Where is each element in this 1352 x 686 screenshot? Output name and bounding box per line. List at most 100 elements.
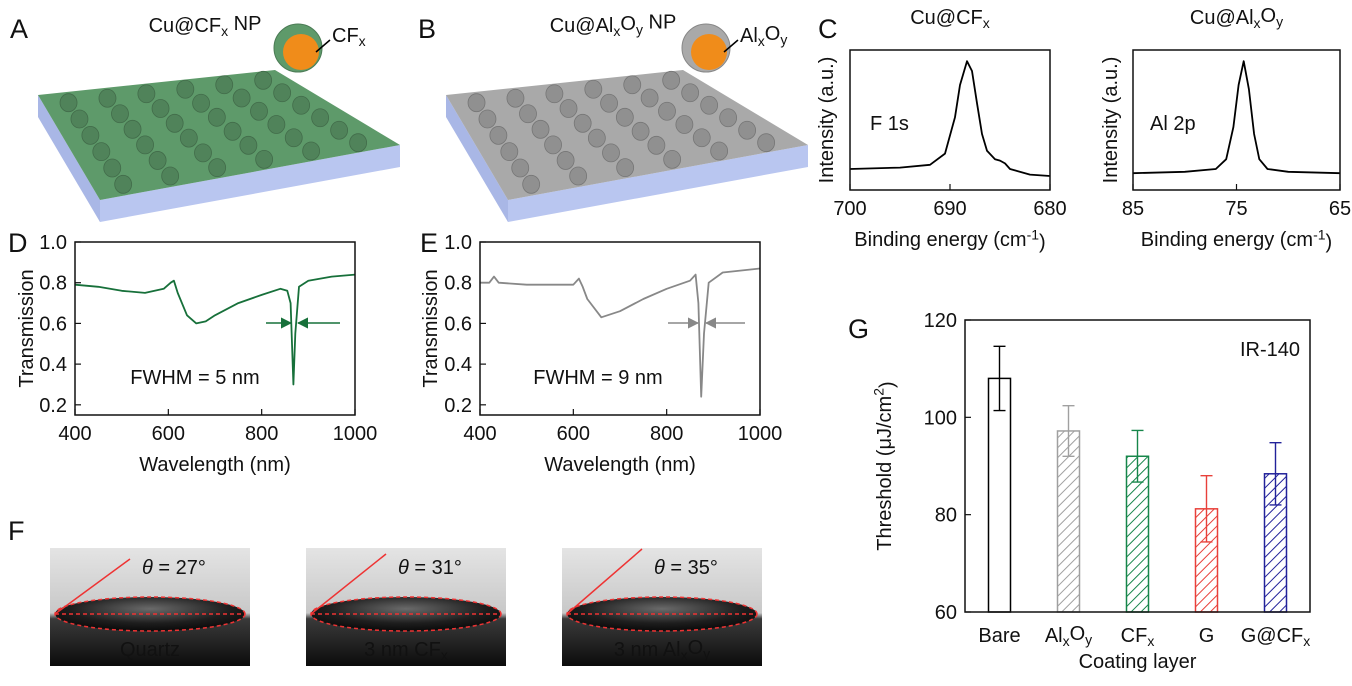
nanoparticle (693, 129, 710, 147)
annotation: Al 2p (1150, 113, 1196, 135)
nanoparticle (115, 175, 132, 193)
panel-label: C (818, 14, 838, 44)
panel-label: E (420, 228, 438, 258)
text-segment: = 35° (665, 557, 718, 579)
nanoparticle (507, 89, 524, 107)
y-tick-label: 60 (935, 602, 957, 624)
contact-angle: θ = 31° (398, 557, 462, 579)
x-tick-label: 400 (463, 423, 496, 445)
text-segment: Coating layer (1079, 651, 1197, 673)
text-segment: Al (740, 25, 758, 47)
text-segment: O (620, 13, 636, 35)
nanoparticle (523, 175, 540, 193)
nanoparticle (701, 96, 718, 114)
text-segment: Bare (978, 625, 1020, 647)
x-tick-label: 800 (245, 423, 278, 445)
chart-title: Cu@CFx (910, 7, 990, 31)
shell-label: AlxOy (740, 23, 787, 49)
annotation: IR-140 (1240, 339, 1300, 361)
chart-title: Cu@AlxOy (1190, 5, 1283, 31)
nanoparticle (557, 151, 574, 169)
x-tick-label: 680 (1033, 198, 1066, 220)
nanoparticle (479, 110, 496, 128)
y-axis-label: Transmission (16, 269, 38, 387)
text-segment: O (688, 637, 704, 659)
x-tick-label: 690 (933, 198, 966, 220)
bar (1058, 431, 1080, 612)
nanoparticle (303, 142, 320, 160)
nanoparticle (468, 94, 485, 112)
nanoparticle (711, 142, 728, 160)
text-segment: Cu@CF (149, 15, 222, 37)
text-segment: O (765, 23, 781, 45)
text-segment: x (441, 647, 448, 663)
y-tick-label: 0.4 (39, 354, 67, 376)
y-axis-label: Threshold (μJ/cm2) (870, 381, 899, 550)
text-segment: O (1070, 623, 1086, 645)
nanoparticle (224, 122, 241, 140)
nanoparticle (664, 150, 681, 168)
y-axis-label: Intensity (a.u.) (1100, 57, 1122, 184)
nanoparticle (560, 100, 577, 118)
figure: A B C D E F G Cu@CFx NPCFxCu@AlxOy NPAlx… (0, 0, 1352, 686)
text-segment: θ (654, 557, 665, 579)
text-segment: x (221, 23, 228, 39)
text-segment: x (1147, 633, 1154, 649)
nanoparticle (331, 121, 348, 139)
nanoparticle (251, 102, 268, 120)
text-segment: -1 (1027, 227, 1040, 243)
x-tick-label: Bare (978, 625, 1020, 647)
text-segment: = 27° (153, 557, 206, 579)
text-segment: 3 nm Al (614, 639, 681, 661)
nanoparticle (93, 143, 110, 161)
annotation: FWHM = 9 nm (533, 367, 662, 389)
nanoparticle (240, 136, 257, 154)
text-segment: y (636, 21, 643, 37)
contact-angle: θ = 27° (142, 557, 206, 579)
nanoparticle (570, 167, 587, 185)
text-segment: Cu@CF (910, 7, 983, 29)
nanoparticle (256, 150, 273, 168)
panel-label: B (418, 14, 436, 44)
x-axis-label: Wavelength (nm) (544, 454, 696, 476)
nanoparticle (641, 89, 658, 107)
nanoparticle (601, 94, 618, 112)
text-segment: x (1303, 633, 1310, 649)
nanoparticle (255, 71, 272, 89)
nanoparticle (663, 71, 680, 89)
text-segment: y (1276, 13, 1283, 29)
text-segment: Cu@Al (1190, 7, 1254, 29)
text-segment: y (703, 645, 710, 661)
text-segment: Wavelength (nm) (544, 454, 696, 476)
x-tick-label: G@CFx (1241, 625, 1311, 649)
x-tick-label: 600 (557, 423, 590, 445)
text-segment: FWHM = 5 nm (130, 367, 259, 389)
text-segment: Transmission (16, 269, 38, 387)
text-segment: G (1199, 625, 1215, 647)
text-segment: Binding energy (cm (1141, 229, 1313, 251)
x-tick-label: 65 (1329, 198, 1351, 220)
text-segment: x (359, 33, 366, 49)
nanoparticle (624, 76, 641, 94)
x-tick-label: 700 (833, 198, 866, 220)
contact-angle: θ = 35° (654, 557, 718, 579)
y-tick-label: 1.0 (444, 232, 472, 254)
text-segment: CF (332, 25, 359, 47)
y-tick-label: 80 (935, 505, 957, 527)
panel-label: A (10, 14, 28, 44)
text-segment: ) (877, 381, 899, 388)
text-segment: Al 2p (1150, 113, 1196, 135)
nanoparticle (138, 85, 155, 103)
text-segment: θ (142, 557, 153, 579)
nanoparticle (588, 129, 605, 147)
text-segment: y (780, 31, 787, 47)
text-segment: Intensity (a.u.) (1100, 57, 1122, 184)
text-segment: 3 nm CF (364, 639, 441, 661)
nanoparticle (82, 126, 99, 144)
y-tick-label: 0.4 (444, 354, 472, 376)
y-tick-label: 1.0 (39, 232, 67, 254)
x-axis-label: Binding energy (cm-1) (1141, 227, 1332, 254)
text-segment: x (758, 33, 765, 49)
text-segment: Al (1045, 625, 1063, 647)
shell-label: CFx (332, 25, 366, 49)
